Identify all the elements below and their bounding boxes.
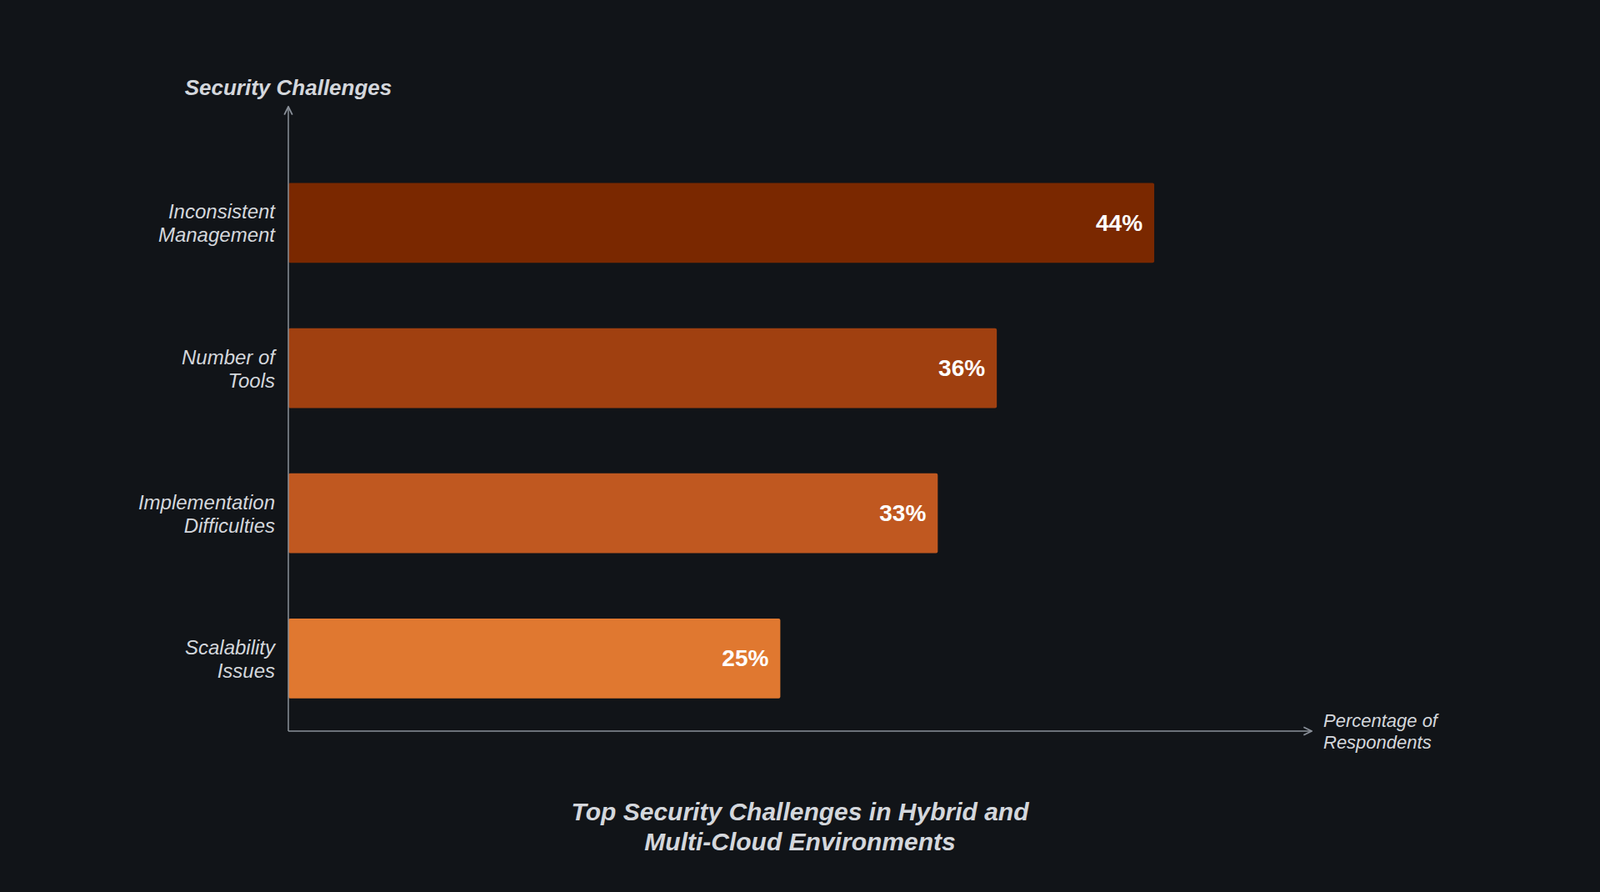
- data-label: 36%: [938, 355, 985, 381]
- data-label: 33%: [879, 500, 926, 526]
- bar: [288, 618, 780, 699]
- bar: [288, 328, 997, 409]
- data-label: 44%: [1095, 210, 1143, 236]
- background: [0, 0, 1600, 892]
- category-label: InconsistentManagement: [158, 200, 276, 246]
- data-label: 25%: [721, 645, 769, 671]
- category-label: ScalabilityIssues: [185, 635, 277, 681]
- category-label: ImplementationDifficulties: [138, 490, 275, 536]
- y-axis-label: Security Challenges: [185, 75, 393, 100]
- x-axis: [288, 730, 1312, 732]
- bar: [288, 473, 938, 554]
- y-axis: [287, 106, 290, 731]
- chart: 25% 33% 36% 44% ScalabilityIssues Implementat…: [0, 0, 1600, 892]
- category-label: Number ofTools: [181, 345, 277, 391]
- chart-container: 25% 33% 36% 44% ScalabilityIssues Implementat…: [0, 0, 1600, 892]
- title: Top Security Challenges in Hybrid andMul…: [571, 797, 1030, 855]
- bar: [288, 182, 1155, 263]
- x-axis-label: Percentage ofRespondents: [1323, 710, 1440, 753]
- bars: [288, 182, 1155, 698]
